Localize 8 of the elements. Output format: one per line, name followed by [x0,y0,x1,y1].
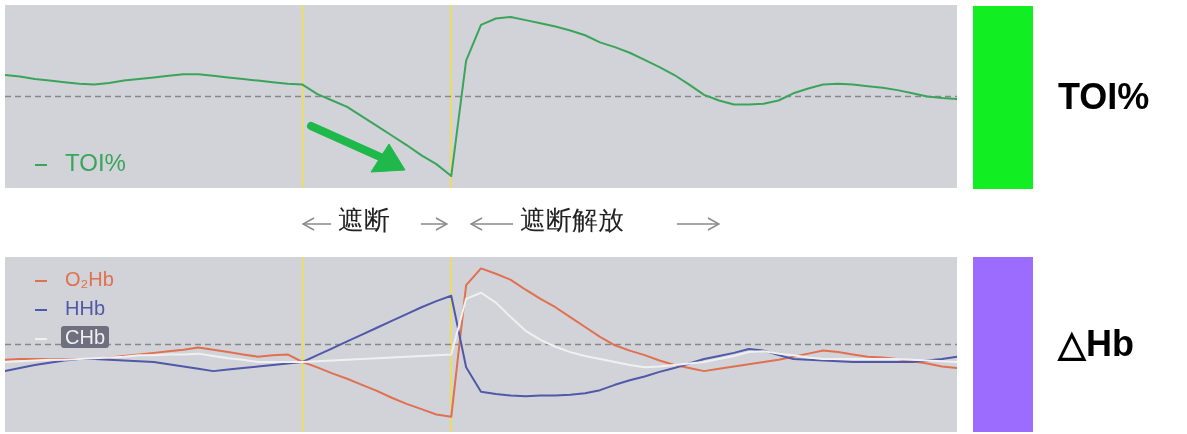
legend-label: TOI% [64,149,127,176]
legend-label: O₂Hb [64,268,115,290]
y-axis-title: △Hb [1058,322,1134,365]
legend-label: CHb [61,326,110,348]
text: 遮断 [338,204,390,237]
legend-label: HHb [64,297,106,319]
y-axis-title: TOI% [1058,75,1150,118]
text: 遮断解放 [520,204,624,237]
